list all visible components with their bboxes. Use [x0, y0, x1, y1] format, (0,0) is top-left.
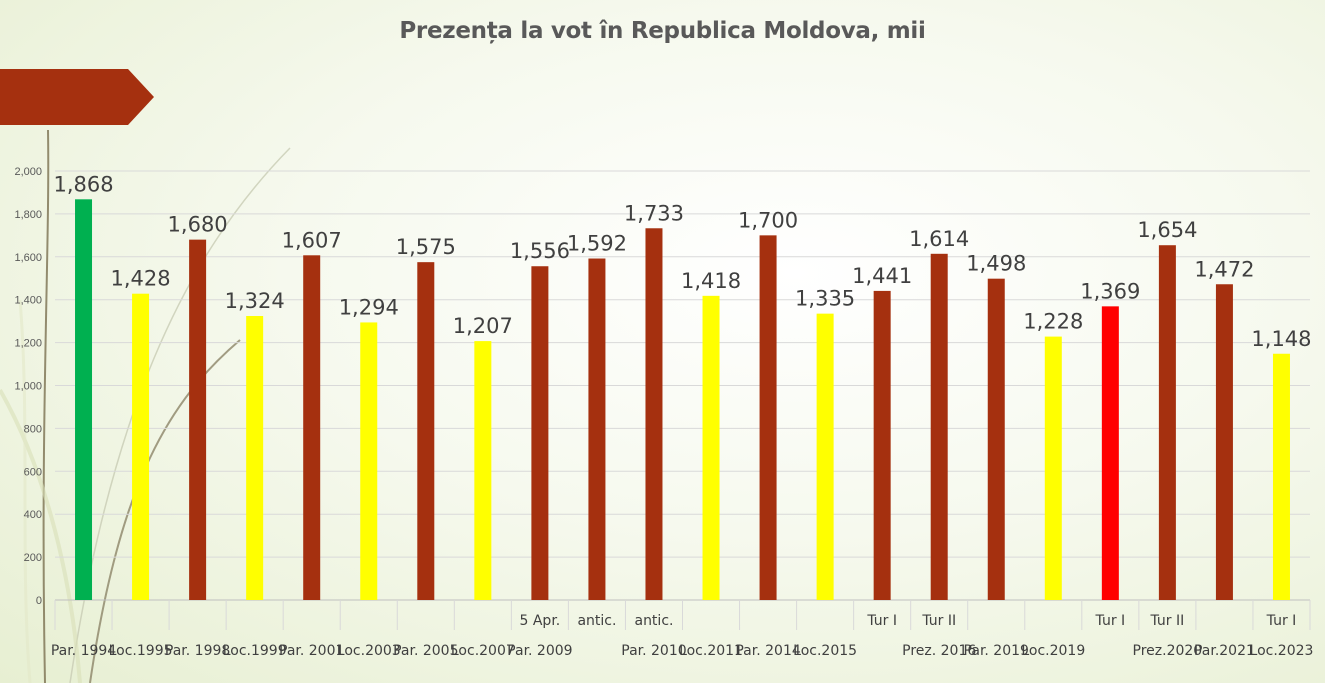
bars: [75, 199, 1290, 601]
y-tick-label: 1,800: [14, 209, 42, 221]
data-label: 1,294: [339, 295, 399, 319]
y-tick-label: 800: [24, 423, 42, 435]
data-label: 1,614: [909, 227, 969, 251]
x-category-label-top: 5 Apr.: [520, 613, 561, 629]
bar: [1215, 284, 1233, 600]
bar: [1272, 353, 1290, 600]
data-label: 1,654: [1137, 218, 1197, 242]
bar: [132, 293, 150, 600]
bar: [588, 258, 606, 600]
data-label: 1,575: [396, 235, 456, 259]
x-category-label: Par. 2010: [621, 643, 686, 659]
y-tick-label: 0: [36, 595, 42, 607]
x-category-label: Par. 2005: [393, 643, 458, 659]
y-tick-label: 2,000: [14, 166, 42, 178]
y-tick-label: 400: [24, 509, 42, 521]
bar: [873, 290, 891, 600]
data-label: 1,592: [567, 232, 627, 256]
x-category-label: Loc.2003: [337, 643, 401, 659]
x-category-label: Loc.2011: [679, 643, 743, 659]
decorative-banner: [0, 69, 154, 125]
data-label: 1,556: [510, 239, 570, 263]
data-label: 1,441: [852, 264, 912, 288]
bar: [189, 239, 207, 600]
x-category-label: Par. 2019: [964, 643, 1029, 659]
x-category-label: Loc.2019: [1021, 643, 1085, 659]
bar: [417, 262, 435, 600]
data-label: 1,335: [795, 287, 855, 311]
bar: [645, 228, 663, 601]
data-label: 1,498: [966, 252, 1026, 276]
bar: [246, 316, 264, 600]
bar: [531, 266, 549, 600]
x-category-label: Par. 2001: [279, 643, 344, 659]
x-category-label-top: antic.: [634, 613, 673, 629]
bar: [987, 278, 1005, 600]
x-category-label: Loc.1995: [109, 643, 173, 659]
data-labels: 1,868 1,428 1,680 1,324 1,607 1,294 1,575 1,207…: [53, 172, 1311, 350]
bar: [474, 341, 492, 600]
y-tick-label: 1,000: [14, 381, 42, 393]
x-category-label: Loc.1999: [223, 643, 287, 659]
data-label: 1,369: [1080, 279, 1140, 303]
y-tick-label: 1,400: [14, 295, 42, 307]
data-label: 1,733: [624, 201, 684, 225]
x-category-label: Prez.2020: [1133, 643, 1203, 659]
x-category-label: Prez. 2016: [902, 643, 976, 659]
bar: [1044, 336, 1062, 600]
x-category-label: Par. 2009: [507, 643, 572, 659]
x-category-label-top: antic.: [577, 613, 616, 629]
chart-title: Prezența la vot în Republica Moldova, mi…: [399, 18, 926, 44]
data-label: 1,428: [111, 267, 171, 291]
data-label: 1,228: [1023, 310, 1083, 334]
bar: [816, 313, 834, 600]
x-category-label: Par. 1998: [165, 643, 230, 659]
data-label: 1,472: [1194, 257, 1254, 281]
y-tick-label: 600: [24, 466, 42, 478]
data-label: 1,207: [453, 314, 513, 338]
data-label: 1,324: [225, 289, 285, 313]
x-category-label: Par.2021: [1194, 643, 1255, 659]
bar: [1158, 245, 1176, 601]
data-label: 1,418: [681, 269, 741, 293]
bar: [759, 235, 777, 600]
bar: [75, 199, 93, 600]
bar: [303, 255, 321, 600]
bar: [360, 322, 378, 600]
x-category-label: Par. 1994: [51, 643, 116, 659]
x-category-label-top: Tur I: [1095, 613, 1126, 629]
x-category-label-top: Tur II: [1150, 613, 1185, 629]
x-category-label: Loc.2023: [1250, 643, 1314, 659]
bar: [1101, 306, 1119, 600]
x-category-label-top: Tur II: [921, 613, 956, 629]
x-category-label: Loc.2015: [793, 643, 857, 659]
data-label: 1,607: [282, 228, 342, 252]
data-label: 1,868: [53, 172, 113, 196]
data-label: 1,148: [1251, 327, 1311, 351]
x-category-label-top: Tur I: [1266, 613, 1297, 629]
grid-lines: [54, 170, 1311, 630]
x-category-label: Loc.2007: [451, 643, 515, 659]
x-category-label-top: Tur I: [866, 613, 897, 629]
data-label: 1,700: [738, 208, 798, 232]
y-tick-label: 1,200: [14, 338, 42, 350]
y-tick-label: 1,600: [14, 252, 42, 264]
y-tick-label: 200: [24, 552, 42, 564]
bar: [930, 253, 948, 600]
y-axis-tick-labels: 0 200 400 600 800 1,000 1,200 1,400 1,600 1,800 2,…: [14, 166, 42, 607]
bar: [702, 295, 720, 600]
data-label: 1,680: [168, 213, 228, 237]
x-category-label: Par. 2014: [735, 643, 800, 659]
